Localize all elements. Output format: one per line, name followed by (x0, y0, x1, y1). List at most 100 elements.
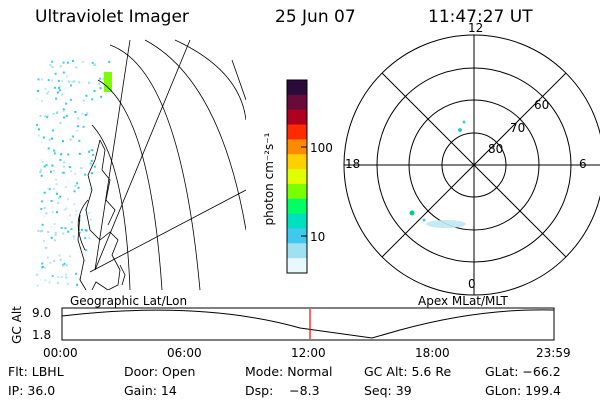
emission-speck (44, 267, 47, 270)
emission-speck (63, 116, 65, 119)
emission-speck (58, 87, 60, 89)
emission-speck (78, 152, 81, 155)
emission-speck (78, 277, 81, 280)
emission-speck (69, 255, 72, 258)
emission-speck (51, 274, 54, 277)
emission-speck (89, 163, 92, 166)
info-seq: Seq: 39 (364, 383, 412, 398)
emission-speck (46, 92, 49, 95)
emission-speck (84, 249, 87, 252)
emission-speck (50, 200, 53, 202)
emission-speck (44, 87, 47, 90)
emission-speck (41, 140, 43, 143)
emission-speck (81, 112, 84, 115)
emission-speck (59, 258, 62, 261)
emission-speck (70, 84, 72, 87)
info-ip: IP: 36.0 (8, 383, 56, 398)
emission-speck (68, 80, 70, 83)
emission-speck (59, 158, 62, 161)
xtick-0000: 00:00 (43, 346, 78, 360)
xtick-1800: 18:00 (415, 346, 450, 360)
colorbar-band (287, 243, 307, 259)
emission-speck (67, 198, 69, 201)
info-gcalt: GC Alt: 5.6 Re (364, 364, 452, 379)
colorbar-band (287, 94, 307, 111)
emission-speck (77, 125, 79, 128)
emission-speck (84, 173, 87, 176)
emission-speck (48, 188, 51, 191)
xtick-1200: 12:00 (291, 346, 326, 360)
emission-speck (57, 201, 60, 204)
emission-speck (53, 149, 56, 152)
emission-speck (40, 159, 43, 162)
emission-speck (45, 212, 48, 215)
emission-speck (80, 228, 83, 231)
emission-speck (76, 212, 79, 215)
emission-speck (85, 94, 88, 97)
emission-speck (37, 229, 40, 232)
emission-speck (75, 209, 78, 212)
emission-speck (66, 218, 69, 221)
emission-speck (60, 275, 63, 278)
emission-speck (36, 90, 39, 93)
emission-speck (61, 93, 64, 96)
emission-speck (89, 149, 92, 152)
emission-speck (54, 226, 57, 229)
emission-speck (61, 80, 64, 83)
emission-speck (67, 153, 70, 156)
emission-speck (71, 80, 74, 83)
emission-speck (51, 60, 54, 63)
mlat-label-80: 80 (488, 142, 504, 156)
emission-speck (67, 269, 70, 272)
colorbar-band (287, 109, 307, 126)
info-gain: Gain: 14 (124, 383, 177, 398)
emission-speck (59, 85, 62, 88)
emission-speck (94, 63, 97, 66)
emission-speck (93, 90, 96, 93)
emission-speck (41, 223, 44, 226)
emission-speck (46, 116, 48, 119)
emission-speck (78, 231, 81, 234)
info-glon: GLon: 199.4 (485, 383, 561, 398)
emission-speck (62, 91, 65, 94)
auroral-emission (36, 60, 112, 287)
emission-speck (72, 135, 75, 138)
emission-speck (41, 262, 44, 265)
colorbar-unit-label: photon cm⁻²s⁻¹ (262, 132, 276, 226)
emission-speck (62, 71, 65, 74)
emission-speck (54, 72, 57, 75)
emission-speck (52, 112, 55, 115)
emission-speck (41, 161, 44, 164)
emission-speck (51, 129, 54, 132)
emission-speck (55, 183, 58, 186)
colorbar (286, 79, 308, 274)
colorbar-band (287, 183, 307, 200)
info-flt: Flt: LBHL (8, 364, 64, 379)
emission-speck (53, 169, 55, 172)
emission-speck (72, 235, 75, 238)
emission-speck (82, 99, 85, 102)
emission-speck (65, 207, 68, 210)
emission-speck (36, 273, 39, 276)
emission-speck (50, 236, 53, 239)
emission-speck (93, 165, 96, 168)
emission-speck (63, 161, 66, 164)
emission-speck (74, 272, 77, 275)
emission-speck (47, 114, 50, 117)
colorbar-band (287, 169, 307, 185)
emission-speck (77, 186, 80, 189)
altitude-plot (61, 307, 555, 341)
emission-speck (54, 178, 57, 181)
emission-speck (53, 259, 56, 262)
emission-speck (53, 188, 56, 191)
emission-speck (53, 186, 56, 189)
emission-speck (54, 231, 57, 234)
emission-speck (100, 95, 103, 98)
colorbar-band (287, 154, 307, 170)
polar-plot (343, 34, 600, 296)
emission-speck (39, 114, 42, 117)
emission-speck (40, 99, 43, 102)
emission-speck (65, 264, 68, 267)
emission-speck (50, 225, 53, 228)
emission-speck (47, 90, 50, 93)
